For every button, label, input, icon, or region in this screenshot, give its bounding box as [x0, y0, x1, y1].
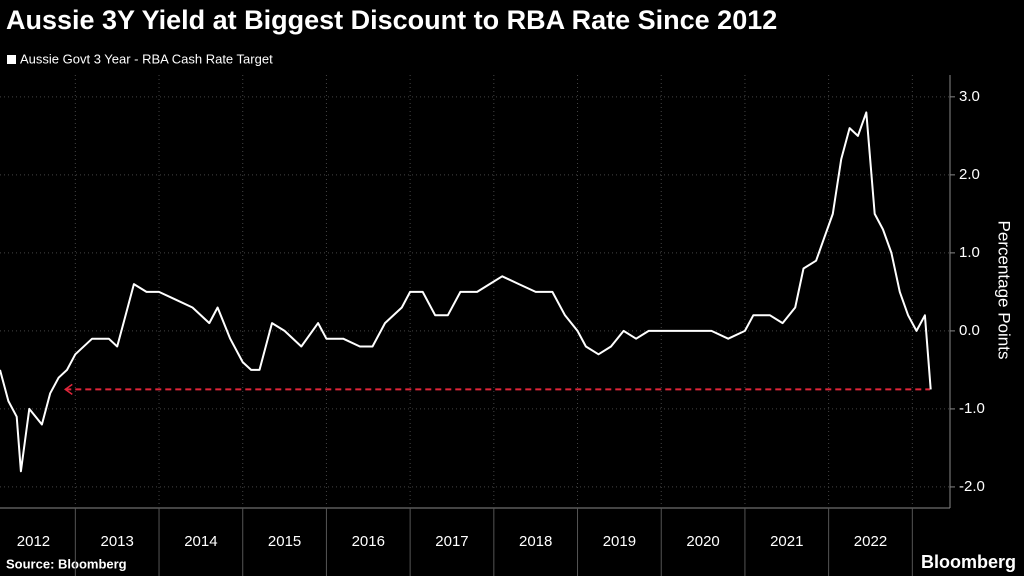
reference-arrow: [63, 383, 73, 396]
x-tick-label: 2019: [603, 533, 636, 550]
x-tick-label: 2021: [770, 533, 803, 550]
x-tick-label: 2015: [268, 533, 301, 550]
y-tick-label: 3.0: [959, 88, 980, 105]
x-tick-label: 2022: [854, 533, 887, 550]
x-tick-label: 2012: [17, 533, 50, 550]
x-tick-label: 2016: [352, 533, 385, 550]
y-tick-label: -2.0: [959, 478, 985, 495]
x-tick-label: 2018: [519, 533, 552, 550]
source: Source: Bloomberg: [6, 556, 127, 571]
legend-label: Aussie Govt 3 Year - RBA Cash Rate Targe…: [20, 51, 273, 66]
y-axis-label: Percentage Points: [995, 221, 1014, 360]
x-tick-label: 2014: [184, 533, 217, 550]
legend-swatch: [7, 55, 16, 64]
y-tick-label: -1.0: [959, 400, 985, 417]
brand: Bloomberg: [921, 552, 1016, 572]
series-line: [0, 111, 932, 473]
y-tick-label: 0.0: [959, 322, 980, 339]
x-tick-label: 2017: [435, 533, 468, 550]
y-tick-label: 1.0: [959, 244, 980, 261]
y-tick-label: 2.0: [959, 166, 980, 183]
x-tick-label: 2020: [686, 533, 719, 550]
x-tick-label: 2013: [100, 533, 133, 550]
chart-title: Aussie 3Y Yield at Biggest Discount to R…: [6, 5, 777, 35]
